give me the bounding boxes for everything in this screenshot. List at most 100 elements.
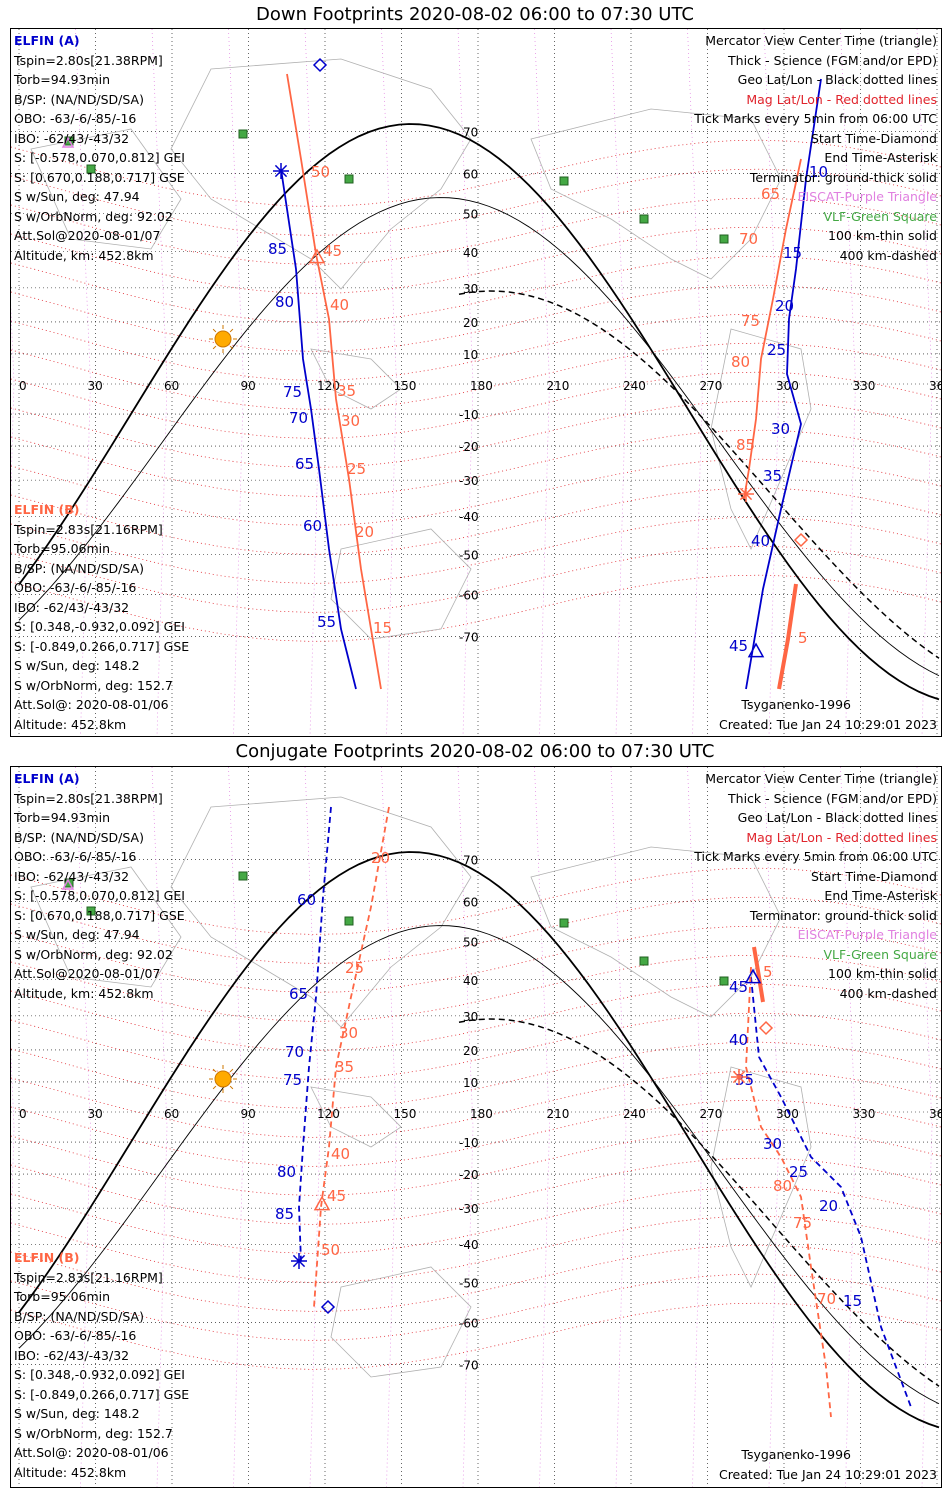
mag-meridian [304,767,321,1487]
info-line: B/SP: (NA/ND/SD/SA) [14,91,144,107]
created-label: Created: Tue Jan 24 10:29:01 2023 [718,717,937,732]
lat-tick-label: 10 [463,1076,478,1090]
elfin-b-end-asterisk [731,1069,747,1085]
elfin-b-time-tick: 25 [347,460,366,478]
lat-tick-label: 20 [463,316,478,330]
lon-tick-label: 180 [470,379,493,393]
info-line: S w/OrbNorm, deg: 152.7 [14,677,173,693]
elfin-b-time-tick: 45 [323,242,342,260]
mag-parallel [11,400,941,468]
mag-parallel [11,954,941,1022]
coastline [330,528,472,640]
coastline [710,328,812,550]
lat-tick-label: -60 [459,589,479,603]
info-line: S w/Sun, deg: 47.94 [14,189,140,204]
elfin-a-track-east [745,78,822,690]
elfin-b-time-tick: 70 [817,1290,836,1308]
elfin-a-time-tick: 35 [763,467,782,485]
lat-tick-label: -60 [459,1317,479,1331]
lon-tick-label: 240 [623,379,646,393]
terminator-ground [18,851,940,1429]
info-line: Altitude, km: 452.8km [14,247,154,263]
model-label: Tsyganenko-1996 [741,697,851,712]
panel-title-down: Down Footprints 2020-08-02 06:00 to 07:3… [256,4,694,25]
elfin-a-track-west [298,806,332,1263]
sun-ray [229,328,234,333]
elfin-a-header: ELFIN (A) [14,771,80,786]
info-line: Altitude: 452.8km [14,1464,127,1480]
info-line: B/SP: (NA/ND/SD/SA) [14,829,144,845]
mag-meridian [381,767,397,1487]
elfin-b-time-tick: 40 [330,296,349,314]
elfin-b-time-tick: 25 [345,959,364,977]
elfin-a-time-tick: 40 [729,1031,748,1049]
elfin-b-time-tick: 40 [331,1145,350,1163]
sun-ray [212,345,217,350]
vlf-green-square [719,234,729,244]
elfin-b-time-tick: 85 [736,436,755,454]
coastline [30,866,182,988]
mag-parallel [11,545,941,613]
vlf-green-square [344,174,354,184]
down-footprints-map: 0306090120150180210240270300330360706050… [10,28,942,737]
elfin-a-time-tick: 20 [775,297,794,315]
elfin-a-time-tick: 15 [843,1292,862,1310]
lon-tick-label: 0 [19,1107,27,1121]
mag-parallel [11,1215,941,1283]
mag-parallel [11,313,941,381]
info-line: IBO: -62/43/-43/32 [14,1347,130,1363]
info-line: Att.Sol@2020-08-01/07 [14,228,161,243]
vlf-green-square [238,129,248,139]
eiscat-purple-triangle [61,136,75,148]
coastline [170,796,472,1028]
info-line: B/SP: (NA/ND/SD/SA) [14,560,144,576]
info-line: IBO: -62/43/-43/32 [14,599,130,615]
coastline [530,108,782,280]
mag-meridian [75,767,91,1487]
elfin-b-header: ELFIN (B) [14,502,80,517]
mag-parallel [11,1070,941,1138]
info-line: Altitude, km: 452.8km [14,985,154,1001]
legend-view: Mercator View Center Time (triangle) [705,33,937,48]
info-line: Tspin=2.83s[21.16RPM] [14,521,163,537]
vlf-green-square [344,916,354,926]
lon-tick-label: 30 [88,1107,103,1121]
lat-tick-label: 30 [463,1010,478,1024]
mag-meridian [763,767,780,1487]
legend: Mercator View Center Time (triangle) Thi… [694,769,937,1003]
elfin-a-info: ELFIN (A) Tspin=2.80s[21.38RPM] Torb=94.… [14,769,185,1003]
elfin-a-time-tick: 45 [729,978,748,996]
legend-geo: Geo Lat/Lon - Black dotted lines [737,72,937,87]
info-line: Torb=94.93min [14,810,111,825]
info-line: B/SP: (NA/ND/SD/SA) [14,1308,144,1324]
info-line: Altitude: 452.8km [14,716,127,732]
elfin-b-time-tick: 50 [311,163,330,181]
lon-tick-label: 240 [623,1107,646,1121]
panel-title-conjugate: Conjugate Footprints 2020-08-02 06:00 to… [235,741,715,762]
mag-parallel [11,983,941,1051]
coastline [530,846,782,1018]
elfin-a-time-tick: 75 [283,1071,302,1089]
elfin-b-info: ELFIN (B) Tspin=2.83s[21.16RPM] Torb=95.… [14,500,189,734]
legend-geo: Geo Lat/Lon - Black dotted lines [737,810,937,825]
lon-tick-label: 330 [853,379,876,393]
elfin-a-time-tick: 25 [767,341,786,359]
coastline [310,348,402,410]
elfin-b-header: ELFIN (B) [14,1250,80,1265]
map-canvas-down: 0306090120150180210240270300330360706050… [11,29,941,736]
sun-ray [212,1085,217,1090]
vlf-green-square [719,976,729,986]
legend-eiscat: EISCAT-Purple Triangle [797,927,937,942]
mag-parallel [11,1128,941,1196]
mag-parallel [11,516,941,584]
elfin-b-time-tick: 20 [371,849,390,867]
vlf-green-square [639,956,649,966]
vlf-green-square [559,918,569,928]
elfin-b-time-tick: 75 [793,1214,812,1232]
elfin-a-track-east [750,976,912,1408]
legend-ticks: Tick Marks every 5min from 06:00 UTC [694,849,937,864]
vlf-green-square [86,906,96,916]
lat-tick-label: -20 [459,440,479,454]
info-line: IBO: -62/43/-43/32 [14,868,130,884]
elfin-b-time-tick: 75 [741,312,760,330]
